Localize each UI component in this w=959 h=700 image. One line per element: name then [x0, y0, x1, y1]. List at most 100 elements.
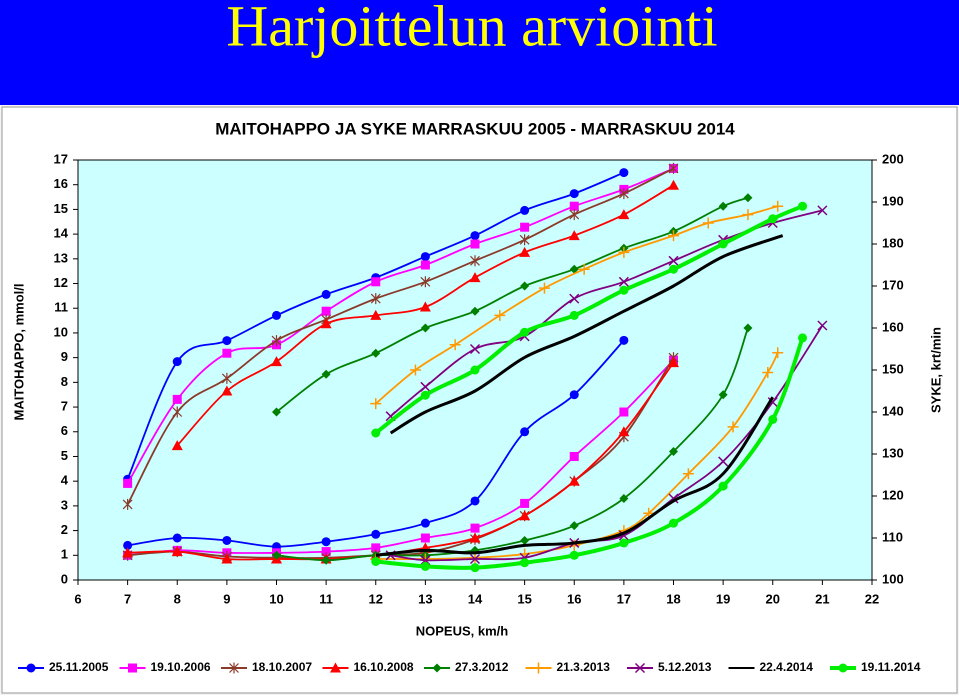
marker: [569, 209, 580, 221]
marker: [619, 168, 629, 178]
marker: [618, 246, 630, 258]
marker: [817, 205, 828, 216]
marker: [469, 553, 481, 565]
marker: [432, 663, 442, 673]
marker: [569, 390, 579, 400]
marker: [742, 209, 754, 221]
marker: [618, 209, 630, 220]
marker: [533, 662, 544, 674]
marker: [568, 475, 580, 486]
x-tick-label: 9: [223, 591, 230, 606]
marker: [222, 535, 232, 545]
marker: [520, 498, 530, 508]
marker: [172, 394, 182, 404]
marker: [519, 510, 531, 521]
marker: [569, 310, 579, 320]
marker: [419, 301, 431, 312]
marker: [470, 496, 480, 506]
marker: [122, 498, 133, 510]
y2-tick-label: 140: [882, 403, 904, 418]
marker: [229, 662, 239, 674]
x-tick-label: 20: [766, 591, 780, 606]
marker: [371, 543, 381, 553]
y-tick-label: 4: [61, 473, 69, 488]
marker: [520, 327, 530, 337]
marker: [569, 201, 579, 211]
legend-item: 22.4.2014: [728, 660, 813, 674]
marker: [569, 264, 579, 274]
marker: [718, 481, 728, 491]
marker: [123, 540, 133, 550]
marker: [128, 663, 137, 673]
marker: [520, 205, 530, 215]
y2-tick-label: 160: [882, 319, 904, 334]
marker: [221, 385, 233, 396]
marker: [420, 323, 430, 333]
marker: [743, 193, 753, 203]
header-band: [0, 0, 959, 105]
marker: [668, 255, 679, 266]
y2-tick-label: 130: [882, 445, 904, 460]
page-title: Harjoittelun arviointi: [226, 0, 717, 58]
marker: [838, 663, 848, 673]
marker: [668, 162, 679, 174]
x-tick-label: 10: [269, 591, 283, 606]
marker: [619, 335, 629, 345]
marker: [272, 407, 281, 417]
marker: [568, 230, 580, 241]
y-tick-label: 2: [61, 522, 68, 537]
marker: [371, 428, 381, 438]
heart-rate-line: [126, 171, 625, 480]
legend-label: 19.10.2006: [151, 660, 211, 674]
y-tick-label: 5: [61, 448, 68, 463]
marker: [371, 529, 381, 539]
y2-tick-label: 170: [882, 277, 904, 292]
marker: [767, 397, 778, 408]
marker: [321, 369, 331, 379]
legend-label: 21.3.2013: [557, 660, 611, 674]
marker: [569, 293, 580, 304]
marker: [272, 310, 281, 320]
x-tick-label: 14: [468, 591, 483, 606]
marker: [798, 333, 808, 343]
marker: [718, 456, 729, 467]
x-tick-label: 22: [865, 591, 879, 606]
x-tick-label: 21: [815, 591, 829, 606]
x-tick-label: 13: [418, 591, 432, 606]
marker: [122, 547, 134, 558]
y-tick-label: 17: [54, 151, 68, 166]
marker: [702, 217, 714, 229]
marker: [449, 339, 461, 351]
marker: [520, 558, 530, 568]
y-tick-label: 11: [54, 300, 68, 315]
y2-tick-label: 120: [882, 487, 904, 502]
legend-label: 18.10.2007: [252, 660, 312, 674]
marker: [519, 234, 530, 246]
marker: [494, 309, 506, 321]
legend-item: 18.10.2007: [221, 660, 312, 674]
x-tick-label: 19: [716, 591, 730, 606]
marker: [798, 201, 808, 211]
marker: [682, 468, 694, 480]
y-tick-label: 8: [61, 374, 68, 389]
legend-label: 16.10.2008: [354, 660, 414, 674]
marker: [370, 398, 382, 410]
legend-item: 19.10.2006: [119, 660, 211, 674]
marker: [520, 427, 530, 437]
marker: [171, 546, 183, 557]
x-tick-label: 16: [567, 591, 581, 606]
marker: [420, 260, 430, 270]
marker: [519, 246, 531, 257]
marker: [321, 306, 331, 316]
marker: [619, 538, 629, 548]
y-tick-label: 14: [54, 226, 69, 241]
marker: [469, 343, 481, 355]
marker: [743, 323, 753, 333]
x-tick-label: 7: [124, 591, 131, 606]
marker: [668, 357, 679, 368]
marker: [171, 440, 183, 451]
legend-label: 27.3.2012: [455, 660, 509, 674]
marker: [817, 320, 828, 331]
marker: [371, 348, 381, 358]
marker: [772, 347, 784, 359]
